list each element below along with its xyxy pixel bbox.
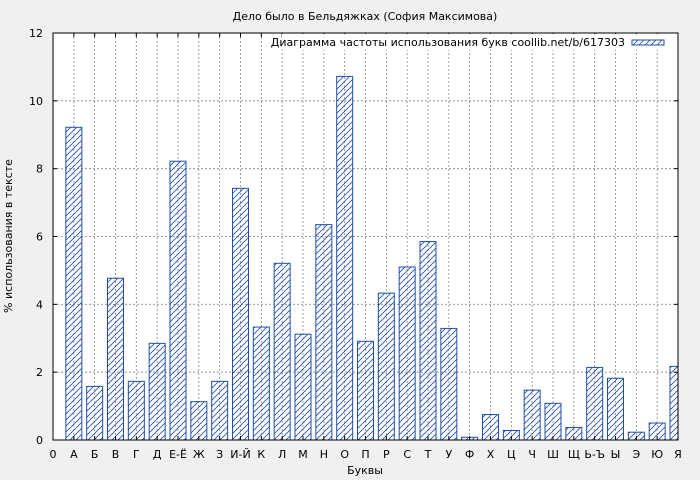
x-tick-label: Н [320, 448, 328, 461]
x-tick-label: Ь-Ъ [584, 448, 605, 461]
x-tick-label: М [298, 448, 308, 461]
bar-Т [419, 241, 437, 441]
legend: Диаграмма частоты использования букв coo… [271, 34, 674, 50]
x-tick-label: Ю [651, 448, 663, 461]
y-tick-label: 10 [29, 95, 43, 108]
x-tick-label: Щ [568, 448, 580, 461]
x-tick-label: Д [153, 448, 162, 461]
x-tick-label: Ч [528, 448, 536, 461]
y-tick-label: 4 [36, 298, 43, 311]
bar-Д [148, 342, 166, 441]
x-tick-label: Ф [465, 448, 474, 461]
x-tick-label: К [257, 448, 265, 461]
x-tick-label: Б [91, 448, 99, 461]
chart-title: Дело было в Бельдяжках (София Максимова) [233, 10, 498, 23]
x-tick-label: О [340, 448, 349, 461]
x-tick-label: Э [632, 448, 640, 461]
bar-Е-Ё [169, 160, 187, 441]
x-tick-label: Ш [547, 448, 559, 461]
x-tick-label: Х [487, 448, 495, 461]
bar-З [211, 380, 229, 441]
x-tick-label: А [70, 448, 78, 461]
legend-box [282, 34, 674, 50]
x-tick-label: Я [674, 448, 682, 461]
x-tick-label: В [112, 448, 120, 461]
x-tick-label: П [361, 448, 369, 461]
y-tick-label: 8 [36, 163, 43, 176]
bar-А [65, 126, 83, 441]
bar-С [398, 266, 416, 441]
x-tick-label: Г [133, 448, 140, 461]
bar-М [294, 333, 312, 441]
y-tick-label: 12 [29, 27, 43, 40]
x-tick-label: Ы [611, 448, 621, 461]
bar-Г [127, 380, 145, 441]
bar-Н [315, 224, 333, 441]
y-tick-label: 2 [36, 366, 43, 379]
y-axis-label: % использования в тексте [2, 159, 15, 313]
x-tick-label: 0 [50, 448, 57, 461]
x-tick-label: И-Й [230, 448, 250, 461]
bar-Ь-Ъ [586, 366, 604, 441]
y-tick-label: 6 [36, 231, 43, 244]
bar-Ы [607, 377, 624, 441]
bar-К [252, 326, 270, 441]
y-tick-label: 0 [36, 434, 43, 447]
x-tick-label: З [216, 448, 223, 461]
bar-И-Й [232, 187, 249, 441]
bar-Ч [523, 389, 541, 441]
x-tick-label: Е-Ё [169, 448, 187, 461]
x-tick-label: Ц [507, 448, 516, 461]
x-tick-label: С [403, 448, 411, 461]
x-tick-label: Р [383, 448, 390, 461]
x-tick-label: Ж [193, 448, 205, 461]
x-tick-label: Л [278, 448, 286, 461]
bar-П [357, 340, 374, 441]
x-tick-label: У [445, 448, 452, 461]
legend-swatch [631, 39, 665, 46]
ticks: 0 А Б В Г Д Е-Ё Ж З И-Й К Л М Н О П Р С Т У Ф Х Ц Ч Ш Щ Ь-Ъ Ы Э Ю Я024… [29, 27, 682, 461]
bar-В [107, 277, 124, 441]
x-tick-label: Т [424, 448, 432, 461]
legend-label: Диаграмма частоты использования букв coo… [271, 36, 625, 49]
bar-Ш [544, 402, 562, 441]
bar-Я [669, 365, 679, 441]
bar-Ж [190, 401, 208, 441]
bar-У [440, 327, 458, 441]
x-axis-label: Буквы [347, 464, 383, 477]
bar-Р [377, 292, 395, 441]
bar-О [336, 75, 354, 441]
bar-Л [273, 262, 291, 441]
bar-Б [86, 385, 104, 441]
